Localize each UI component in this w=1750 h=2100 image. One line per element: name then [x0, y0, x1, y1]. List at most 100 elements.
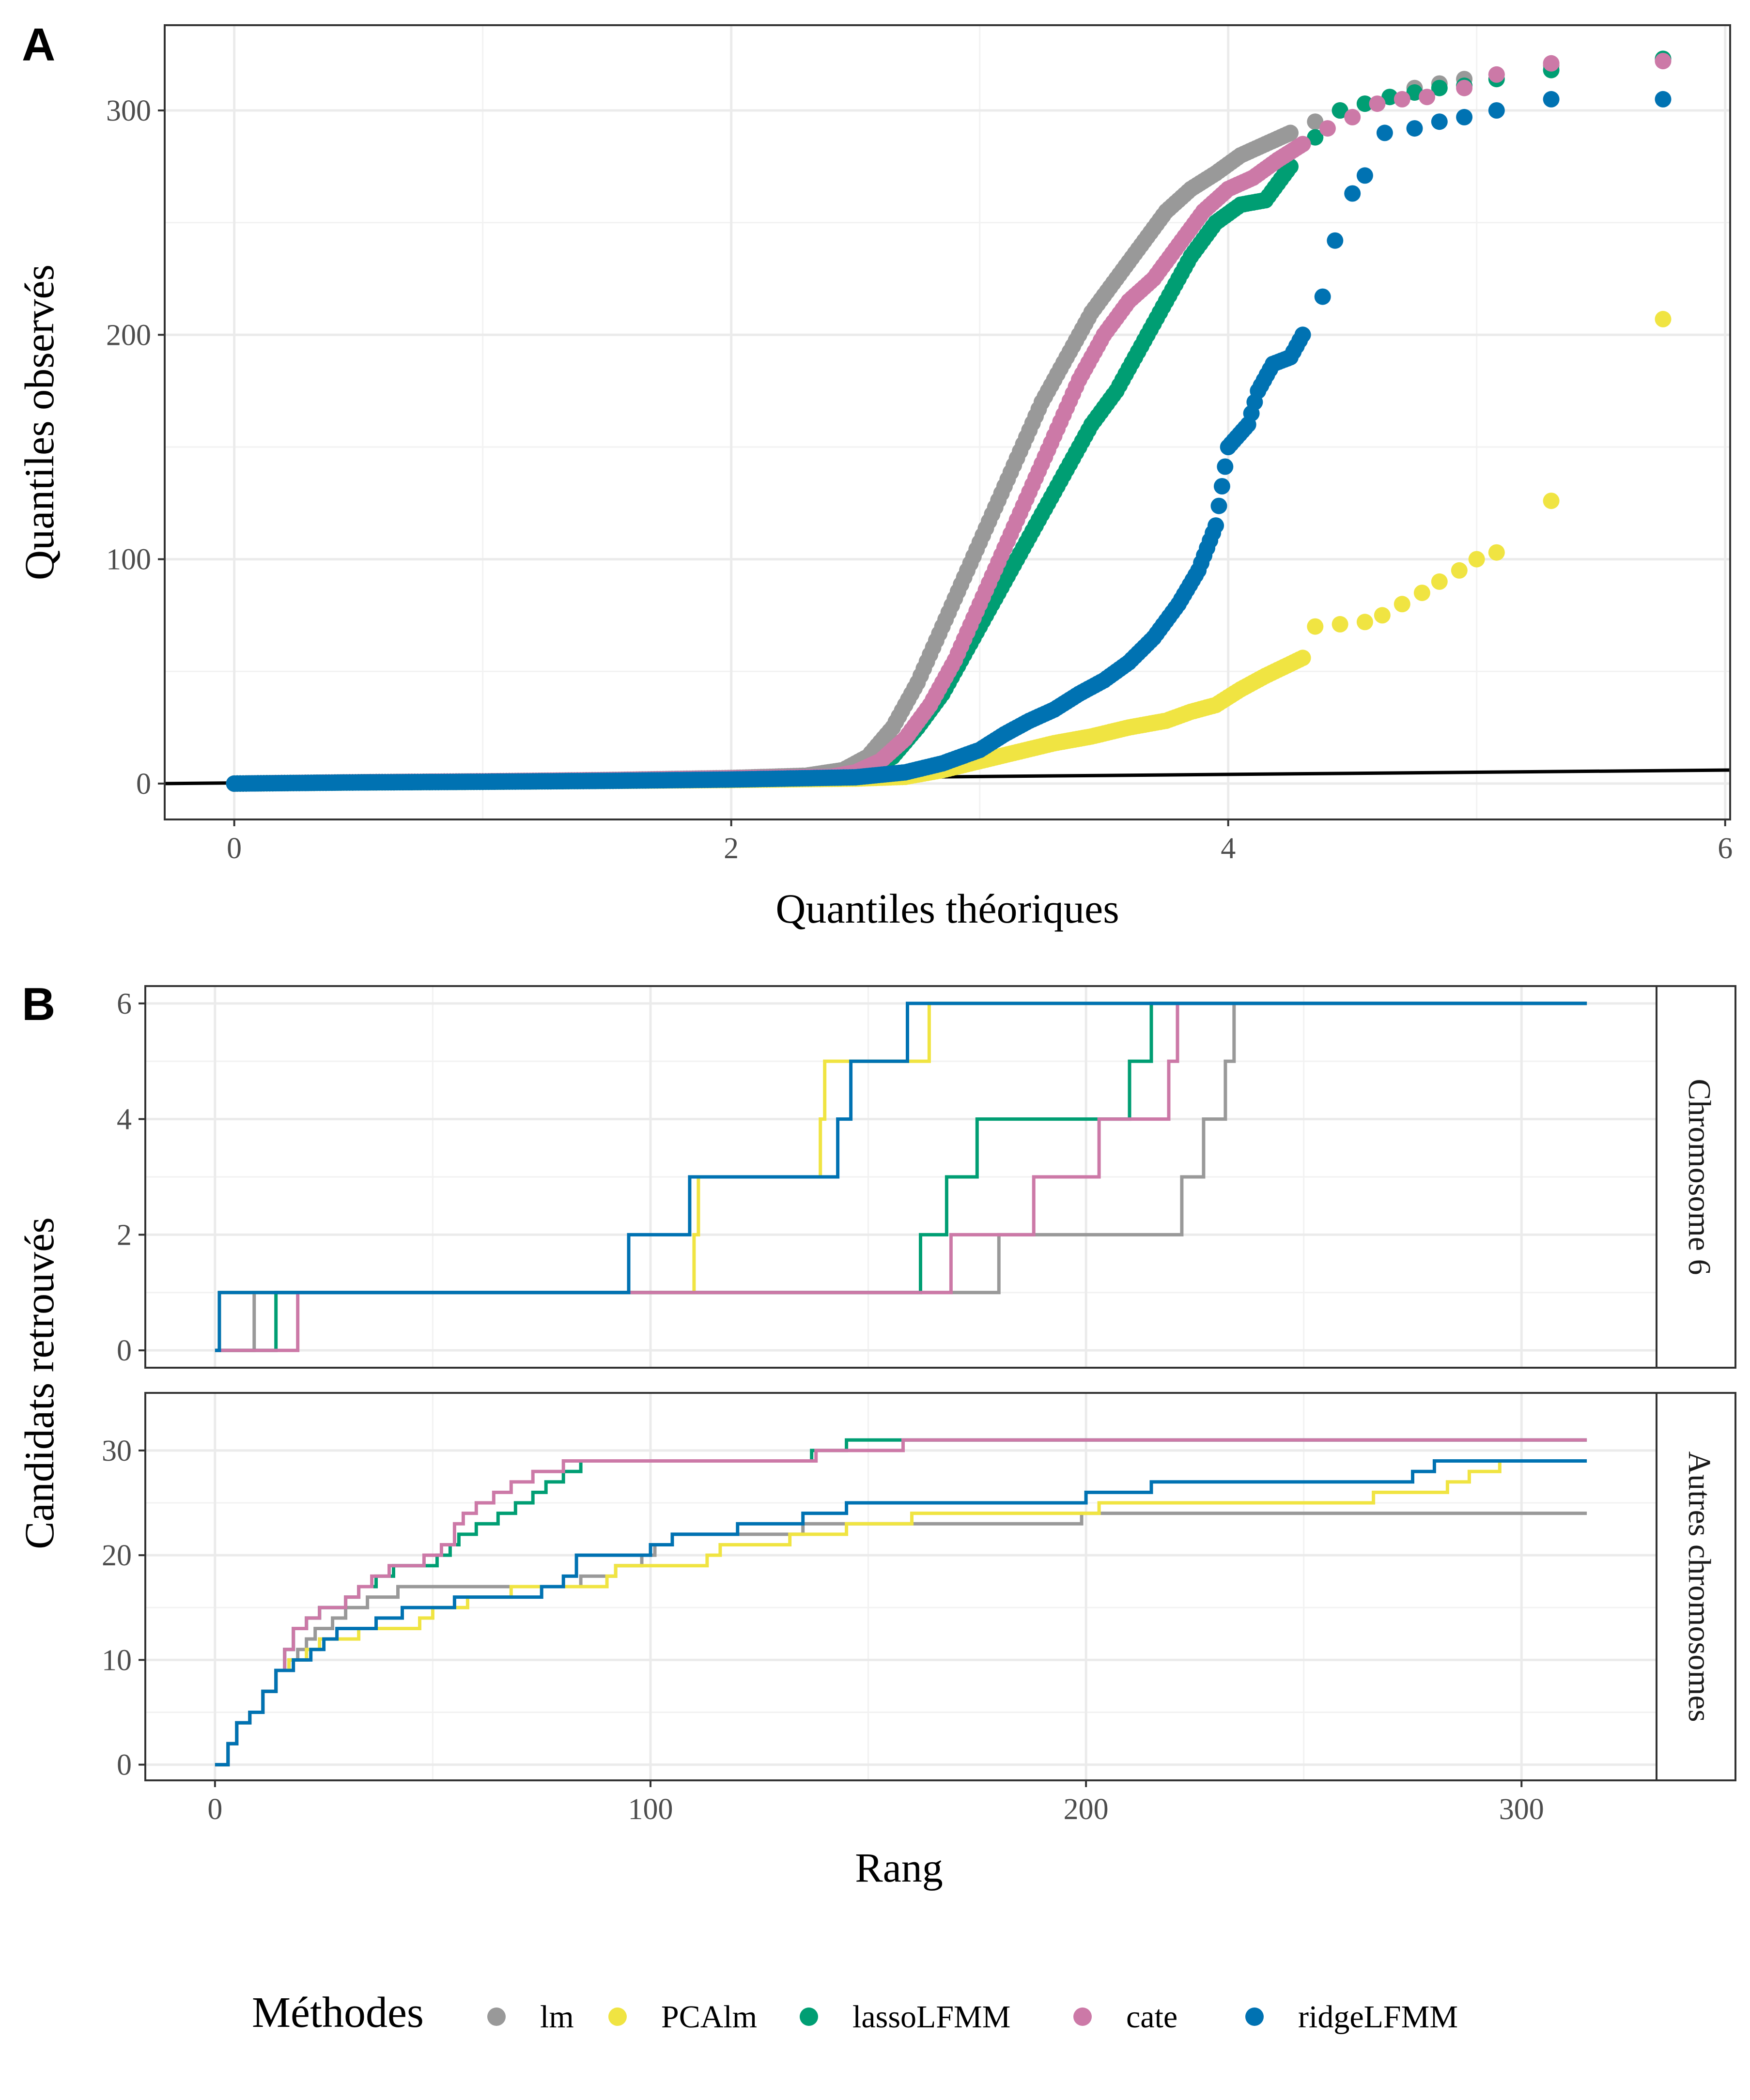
legend-title: Méthodes — [252, 1989, 424, 2037]
y-tick-label: 0 — [136, 768, 151, 801]
facet-chr6-lines — [215, 1002, 1587, 1352]
data-point — [1369, 95, 1386, 112]
data-point — [1307, 618, 1324, 635]
data-point — [1655, 91, 1672, 108]
data-point — [1451, 562, 1468, 579]
x-tick-label: 4 — [1221, 832, 1236, 865]
legend-key-ridgeLFMM — [1245, 2007, 1264, 2026]
data-point — [1488, 102, 1505, 119]
y-tick-label: 300 — [106, 94, 151, 127]
facet-label-chr6: Chromosome 6 — [1682, 1079, 1717, 1275]
data-point — [1344, 108, 1361, 125]
y-tick-label: 6 — [117, 988, 132, 1020]
data-point — [1356, 614, 1373, 631]
data-point — [1376, 124, 1393, 141]
legend-label-cate: cate — [1126, 1999, 1177, 2035]
data-point — [1374, 607, 1391, 624]
legend-key-cate — [1073, 2007, 1092, 2026]
facet-strip-other — [1656, 1392, 1736, 1781]
data-point — [1344, 185, 1361, 202]
data-point — [1543, 91, 1560, 108]
data-point — [1655, 310, 1672, 327]
data-point — [1456, 79, 1473, 96]
facet-other-lines — [215, 1438, 1587, 1767]
data-point — [1543, 493, 1560, 510]
data-point — [1394, 91, 1410, 108]
data-point — [1332, 616, 1348, 633]
data-point — [1431, 113, 1448, 130]
y-tick-label: 20 — [102, 1539, 132, 1572]
facet-chr6-grid — [145, 986, 1657, 1368]
data-point — [1294, 326, 1311, 343]
data-point — [1381, 89, 1398, 106]
legend-label-PCAlm: PCAlm — [661, 1999, 757, 2035]
y-tick-label: 2 — [117, 1219, 132, 1251]
panel-a-ticks: 0 100 200 300 0 2 4 6 — [106, 94, 1733, 865]
legend-key-PCAlm — [608, 2007, 627, 2026]
y-tick-label: 0 — [117, 1334, 132, 1367]
panel-a-points — [226, 50, 1672, 792]
data-point — [1213, 478, 1230, 494]
step-line-ridgeLFMM — [215, 1459, 1587, 1767]
data-point — [1332, 102, 1348, 119]
data-point — [1356, 167, 1373, 184]
y-tick-label: 10 — [102, 1644, 132, 1677]
panel-a-x-axis-title: Quantiles théoriques — [775, 885, 1119, 932]
data-point — [1456, 108, 1473, 125]
facet-chr6-ticks: 0 2 4 6 — [117, 988, 145, 1367]
data-point — [1327, 232, 1344, 249]
panel-b-x-axis-title: Rang — [855, 1844, 943, 1891]
data-point — [1282, 124, 1299, 141]
legend-label-ridgeLFMM: ridgeLFMM — [1298, 1999, 1458, 2035]
step-line-ridgeLFMM — [215, 1002, 1587, 1352]
y-tick-label: 30 — [102, 1435, 132, 1467]
data-point — [1210, 497, 1227, 514]
x-tick-label: 0 — [207, 1793, 222, 1826]
data-point — [1208, 517, 1224, 534]
data-point — [1406, 120, 1423, 137]
data-point — [1488, 544, 1505, 561]
x-tick-label: 0 — [227, 832, 242, 865]
x-tick-label: 6 — [1718, 832, 1733, 865]
legend-key-lm — [487, 2007, 506, 2026]
facet-strip-chr6 — [1656, 985, 1736, 1369]
data-point — [1488, 66, 1505, 83]
data-point — [1468, 551, 1485, 568]
data-point — [1307, 129, 1324, 146]
x-tick-label: 100 — [628, 1793, 673, 1826]
data-point — [1307, 113, 1324, 130]
y-tick-label: 0 — [117, 1749, 132, 1782]
data-point — [1294, 649, 1311, 666]
legend-label-lm: lm — [540, 1999, 574, 2035]
legend-label-lassoLFMM: lassoLFMM — [852, 1999, 1010, 2035]
facet-label-other: Autres chromosomes — [1682, 1451, 1717, 1722]
data-point — [1543, 55, 1560, 72]
x-tick-label: 2 — [724, 832, 739, 865]
y-tick-label: 200 — [106, 319, 151, 352]
data-point — [1431, 79, 1448, 96]
data-point — [1319, 120, 1336, 137]
panel-a-y-axis-title: Quantiles observés — [16, 264, 62, 580]
panel-a-frame — [164, 24, 1731, 820]
data-point — [1394, 596, 1410, 613]
data-point — [1413, 585, 1430, 602]
data-point — [1217, 458, 1234, 475]
data-point — [1419, 89, 1436, 106]
x-tick-label: 200 — [1064, 1793, 1109, 1826]
data-point — [1655, 53, 1672, 70]
panel-b-letter: B — [22, 978, 55, 1030]
x-tick-label: 300 — [1499, 1793, 1544, 1826]
data-point — [1356, 95, 1373, 112]
data-point — [1406, 84, 1423, 101]
legend-key-lassoLFMM — [800, 2007, 818, 2026]
series-ridgeLFMM — [226, 91, 1672, 792]
legend: Méthodes lm PCAlm lassoLFMM cate ridgeLFMM — [252, 1989, 1458, 2037]
y-tick-label: 4 — [117, 1103, 132, 1136]
data-point — [1294, 136, 1311, 153]
data-point — [1314, 288, 1331, 305]
panel-a-letter: A — [22, 19, 55, 71]
y-tick-label: 100 — [106, 543, 151, 576]
panel-b-y-axis-title: Candidats retrouvés — [16, 1217, 62, 1549]
